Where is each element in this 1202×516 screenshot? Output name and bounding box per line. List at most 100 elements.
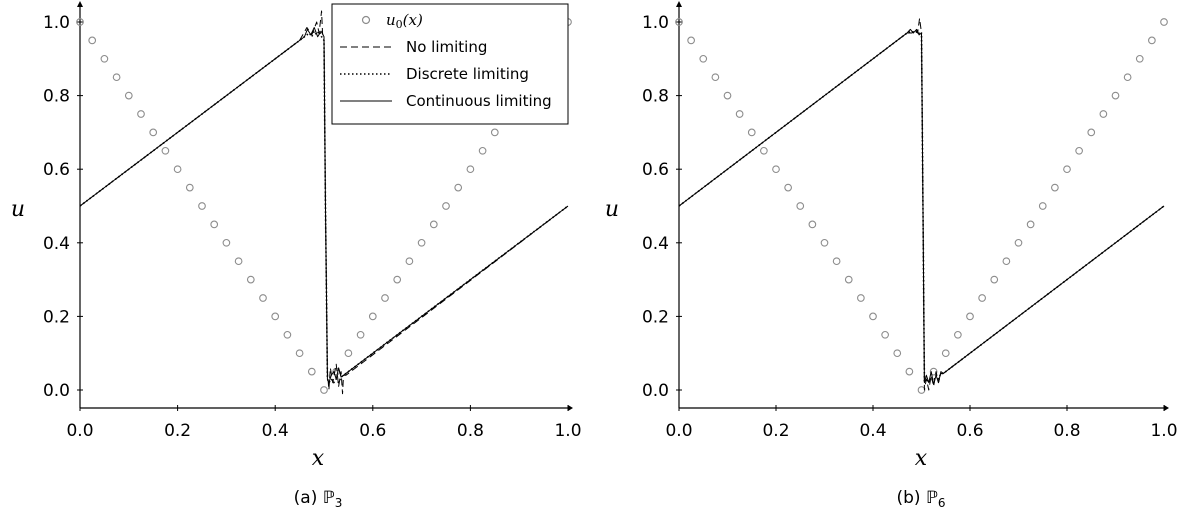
legend-label-discrete: Discrete limiting <box>406 65 529 83</box>
panel-a-ticks: 0.0 0.2 0.4 0.6 0.8 1.0 0.0 0.2 0.4 0.6 0.8 1.0 <box>43 13 582 441</box>
panel-a-u0-marker <box>356 330 365 339</box>
panel-a-u0-marker <box>320 386 328 394</box>
panel-b-u0-marker <box>905 367 914 376</box>
panel-b-u0-marker <box>675 18 683 26</box>
panel-a-u0-marker <box>100 54 109 63</box>
panel-b-u0-marker <box>832 257 841 266</box>
panel-a-ytick-label: 0.6 <box>43 160 70 180</box>
panel-a-ytick-label: 0.8 <box>43 87 70 107</box>
panel-a-xtick-label: 0.8 <box>457 421 484 441</box>
panel-b-u0-marker <box>772 165 780 174</box>
panel-b-u0-marker <box>1063 165 1071 174</box>
panel-a-u0-marker <box>259 294 267 302</box>
panel-b-axes <box>676 1 1169 411</box>
panel-a-u0-marker <box>161 146 170 155</box>
panel-b-xtick-label: 0.6 <box>956 421 983 441</box>
panel-b-u0-marker <box>747 128 756 137</box>
panel-a-xtick-label: 0.4 <box>262 421 289 441</box>
panel-b-u0-marker <box>1026 220 1035 229</box>
panel-b-u0-marker <box>1002 257 1011 266</box>
panel-a-u0-marker <box>381 294 389 302</box>
panel-b-u0-marker <box>1148 36 1156 45</box>
panel-b-ytick-label: 0.4 <box>642 234 669 254</box>
panel-a-x-arrow <box>568 405 573 411</box>
panel-b-u0-marker <box>1014 238 1023 247</box>
panel-a-u0-marker <box>295 349 304 358</box>
panel-b-u0-marker <box>687 36 695 45</box>
panel-b-u0-marker <box>941 349 950 358</box>
panel-b-u0-marker <box>857 294 865 302</box>
panel-b-caption-prefix: (b) <box>896 488 925 508</box>
panel-b-u0-marker <box>1123 73 1132 82</box>
legend-label-continuous: Continuous limiting <box>406 92 552 110</box>
panel-a-caption-symbol: ℙ <box>323 488 335 508</box>
panel-a-u0-marker <box>429 220 438 229</box>
panel-b-u0-marker <box>1038 202 1047 210</box>
panel-b-u0-marker <box>978 294 986 302</box>
panel-b-ytick-label: 0.0 <box>642 381 669 401</box>
panel-a-xtick-label: 1.0 <box>554 421 581 441</box>
panel-a-u0-marker <box>454 183 463 192</box>
panel-b-u0-marker <box>1087 128 1096 137</box>
panel-b-u0-marker <box>1099 110 1108 118</box>
panel-b-xtick-label: 0.2 <box>762 421 789 441</box>
panel-b-u0-marker <box>723 91 732 100</box>
panel-a-u0-marker <box>442 202 450 210</box>
panel-b-u0-marker <box>784 183 792 192</box>
panel-b-xtick-label: 0.4 <box>859 421 886 441</box>
panel-b-u0-marker <box>1075 146 1083 155</box>
panel-b-u0-marker <box>929 367 938 376</box>
panel-b-u0-marker <box>1051 183 1059 192</box>
panel-b-u0-marker <box>881 330 889 339</box>
panel-b-ytick-label: 0.8 <box>642 87 669 107</box>
panel-b-series-continuous-limiting <box>678 28 1165 385</box>
panel-b-y-arrow <box>676 1 682 7</box>
panel-a: 0.0 0.2 0.4 0.6 0.8 1.0 0.0 0.2 0.4 0.6 0.8 1.0 x u… <box>11 1 582 510</box>
panel-a-u0-marker <box>307 367 316 376</box>
panel-a-xtick-label: 0.0 <box>66 421 93 441</box>
panel-b-ytick-label: 1.0 <box>642 13 669 33</box>
panel-a-u0-marker <box>124 91 133 100</box>
panel-b-u0-marker <box>917 386 926 394</box>
panel-b-u0-marker <box>966 312 974 321</box>
panel-a-caption: (a) ℙ3 <box>294 488 343 510</box>
panel-a-u0-marker <box>393 275 402 284</box>
legend-label-u0: u0(x) <box>386 11 423 31</box>
legend-label-u0-arg: (x) <box>403 11 423 29</box>
panel-a-caption-sub: 3 <box>335 496 343 510</box>
legend-label-u0-main: u <box>386 11 396 29</box>
panel-a-u0-marker <box>271 312 280 321</box>
panel-a-u0-marker <box>222 238 231 247</box>
legend-label-u0-sub: 0 <box>396 18 403 31</box>
panel-a-u0-marker <box>137 110 145 118</box>
panel-b-xtick-label: 1.0 <box>1150 421 1177 441</box>
panel-a-u0-marker <box>283 330 292 339</box>
panel-a-u0-marker <box>210 220 219 229</box>
panel-b-u0-marker <box>711 73 720 82</box>
panel-a-ytick-label: 1.0 <box>43 13 70 33</box>
panel-b-caption-sub: 6 <box>938 496 946 510</box>
panel-a-xtick-label: 0.6 <box>359 421 386 441</box>
panel-a-ylabel: u <box>11 197 25 222</box>
panel-b-xtick-label: 0.0 <box>665 421 692 441</box>
panel-a-u0-marker <box>417 238 426 247</box>
panel-a-u0-marker <box>344 349 353 358</box>
panel-b-ylabel: u <box>605 197 619 222</box>
panel-a-u0-marker <box>112 73 121 82</box>
panel-b-u0-marker <box>820 238 829 247</box>
panel-b-u0-marker <box>1135 54 1144 63</box>
panel-a-u0-marker <box>88 36 97 45</box>
panel-b-xlabel: x <box>915 446 928 471</box>
panel-a-xtick-label: 0.2 <box>164 421 191 441</box>
panel-b-ticks: 0.0 0.2 0.4 0.6 0.8 1.0 0.0 0.2 0.4 0.6 0.8 1.0 <box>642 13 1178 441</box>
panel-a-u0-marker <box>246 275 255 284</box>
panel-a-y-arrow <box>77 1 83 7</box>
panel-b-ytick-label: 0.2 <box>642 307 669 327</box>
panel-a-u0-marker <box>76 18 84 26</box>
panel-a-u0-marker <box>368 312 377 321</box>
panel-b-u0-marker <box>893 349 902 358</box>
panel-a-u0-marker <box>466 165 475 174</box>
panel-b-caption: (b) ℙ6 <box>896 488 945 510</box>
panel-b-u0-marker <box>954 330 962 339</box>
